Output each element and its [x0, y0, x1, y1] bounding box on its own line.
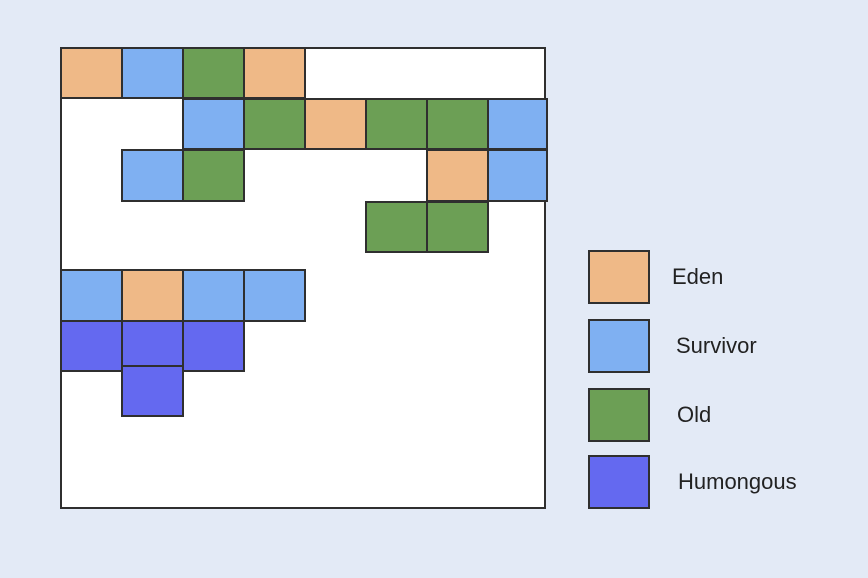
legend-label-old: Old: [677, 402, 712, 427]
legend-label-humongous: Humongous: [678, 469, 797, 494]
legend-label-eden: Eden: [672, 264, 724, 289]
region-old: [182, 149, 245, 202]
region-survivor: [243, 269, 306, 322]
legend-swatch-humongous: [588, 455, 650, 509]
region-eden: [243, 47, 306, 99]
region-survivor: [121, 47, 184, 99]
region-survivor: [487, 98, 548, 150]
region-survivor: [60, 269, 123, 322]
region-humongous: [121, 320, 184, 372]
region-humongous: [121, 365, 184, 417]
region-old: [365, 201, 428, 253]
region-humongous: [182, 320, 245, 372]
region-survivor: [121, 149, 184, 202]
region-survivor: [487, 149, 548, 202]
heap-region-grid: [60, 47, 548, 509]
region-old: [426, 98, 489, 150]
region-eden: [304, 98, 367, 150]
region-humongous: [60, 320, 123, 372]
region-survivor: [182, 98, 245, 150]
legend-item-old: Old: [588, 388, 858, 442]
region-old: [182, 47, 245, 99]
region-survivor: [182, 269, 245, 322]
legend-swatch-survivor: [588, 319, 650, 373]
region-eden: [426, 149, 489, 202]
legend-swatch-old: [588, 388, 650, 442]
region-old: [426, 201, 489, 253]
region-old: [365, 98, 428, 150]
region-eden: [121, 269, 184, 322]
region-eden: [60, 47, 123, 99]
legend-item-survivor: Survivor: [588, 319, 858, 373]
legend-item-eden: Eden: [588, 250, 858, 304]
legend-item-humongous: Humongous: [588, 455, 858, 509]
legend-swatch-eden: [588, 250, 650, 304]
legend-label-survivor: Survivor: [676, 333, 757, 358]
legend: Eden Survivor Old Humongous: [588, 250, 858, 510]
region-old: [243, 98, 306, 150]
